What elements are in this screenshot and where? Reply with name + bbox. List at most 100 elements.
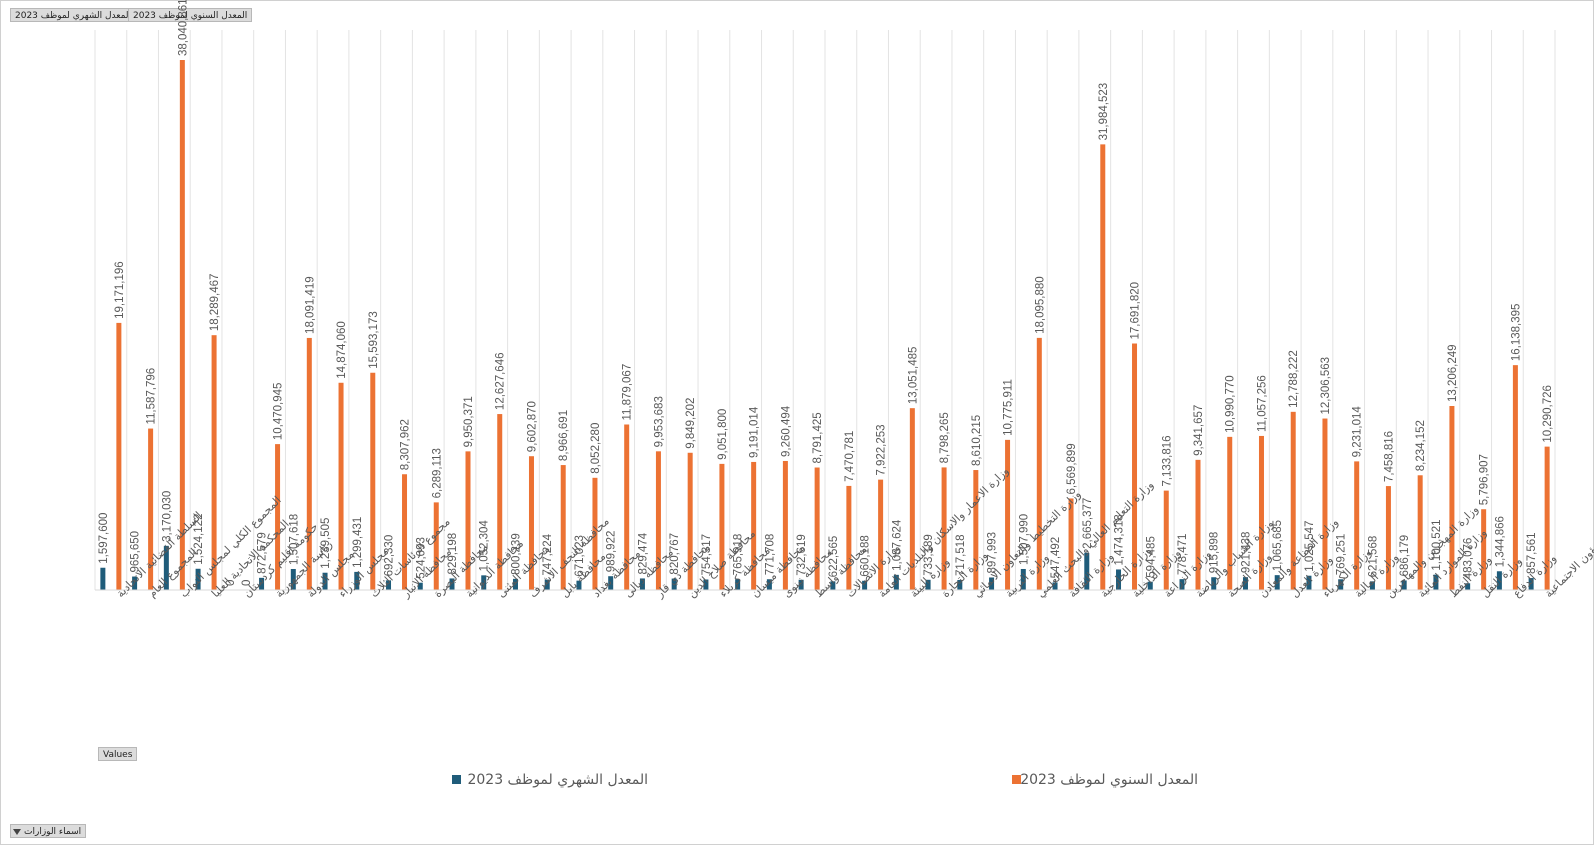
data-label-monthly: 800,239 <box>510 533 522 575</box>
bar-monthly <box>639 578 645 590</box>
data-label-annual: 9,950,371 <box>463 396 475 447</box>
data-label-annual: 18,289,467 <box>209 274 221 332</box>
legend-label-annual: المعدل السنوي لموظف 2023 <box>1020 772 1198 788</box>
data-label-monthly: 872,579 <box>257 532 269 574</box>
bar-monthly <box>100 567 106 590</box>
bar-annual <box>1068 498 1074 590</box>
bar-monthly <box>1528 578 1534 590</box>
data-label-monthly: 1,344,866 <box>1494 516 1506 567</box>
data-label-monthly: 754,317 <box>701 534 713 576</box>
data-label-annual: 6,569,899 <box>1066 443 1078 494</box>
bar-monthly <box>386 580 392 590</box>
bar-annual <box>1132 343 1138 590</box>
bar-annual <box>1290 411 1296 590</box>
data-label-annual: 13,206,249 <box>1447 344 1459 402</box>
field-button-annual[interactable]: المعدل السنوي لموظف 2023 <box>128 8 253 22</box>
data-label-annual: 7,458,816 <box>1383 431 1395 482</box>
data-label-annual: 12,627,646 <box>495 353 507 411</box>
data-label-annual: 11,057,256 <box>1256 375 1268 432</box>
bar-monthly <box>989 577 995 590</box>
bar-annual <box>1036 337 1042 590</box>
bar-annual <box>1227 436 1233 590</box>
data-label-annual: 9,231,014 <box>1352 406 1364 458</box>
bar-annual <box>211 335 217 590</box>
bar-monthly <box>576 580 582 590</box>
data-label-monthly: 765,918 <box>733 534 745 576</box>
bar-monthly <box>957 580 963 590</box>
data-label-annual: 9,341,657 <box>1193 405 1205 456</box>
bar-annual <box>275 444 281 590</box>
bar-annual <box>719 463 725 590</box>
data-label-monthly: 965,650 <box>130 531 142 573</box>
bar-annual <box>687 452 693 590</box>
data-label-annual: 9,051,800 <box>717 409 729 460</box>
bar-annual <box>751 461 757 590</box>
bar-monthly <box>798 579 804 590</box>
bar-annual <box>1481 509 1487 590</box>
data-label-monthly: 660,188 <box>860 535 872 577</box>
bar-annual <box>370 372 376 590</box>
bar-annual <box>497 414 503 590</box>
bar-monthly <box>1116 569 1122 590</box>
data-label-monthly: 989,922 <box>606 531 618 573</box>
bar-annual <box>306 337 312 590</box>
data-label-annual: 8,052,280 <box>590 423 602 474</box>
bar-monthly <box>1242 577 1248 590</box>
bar-monthly <box>735 579 741 590</box>
bar-monthly <box>1496 571 1502 590</box>
data-label-monthly: 1,025,547 <box>1304 521 1316 572</box>
data-label-monthly: 1,065,685 <box>1272 520 1284 571</box>
axis-field-button[interactable]: اسماء الوزارات <box>10 824 87 838</box>
bar-annual <box>1195 459 1201 590</box>
data-label-monthly: 897,993 <box>987 532 999 574</box>
data-label-annual: 9,849,202 <box>685 398 697 449</box>
bar-annual <box>338 382 344 590</box>
data-label-monthly: 829,474 <box>637 532 649 574</box>
data-label-annual: 19,171,196 <box>114 261 126 319</box>
data-label-annual: 9,260,494 <box>780 405 792 457</box>
bar-annual <box>560 465 566 590</box>
bar-monthly <box>481 575 487 590</box>
bar-monthly <box>703 579 709 590</box>
bar-annual <box>465 451 471 590</box>
data-label-monthly: 769,251 <box>1336 534 1348 576</box>
data-label-annual: 17,691,820 <box>1130 282 1142 340</box>
data-label-annual: 7,133,816 <box>1161 435 1173 486</box>
data-label-monthly: 3,170,030 <box>161 491 173 542</box>
data-label-monthly: 0 <box>225 580 237 586</box>
axis-field-label: اسماء الوزارات <box>24 827 82 837</box>
data-label-monthly: 857,561 <box>1526 532 1538 574</box>
data-label-monthly: 1,299,431 <box>352 517 364 568</box>
field-button-monthly[interactable]: المعدل الشهري لموظف 2023 <box>10 8 137 22</box>
bar-monthly <box>1179 579 1185 590</box>
data-label-monthly: 1,087,624 <box>891 519 903 571</box>
values-field-button[interactable]: Values <box>98 747 138 761</box>
data-label-annual: 6,289,113 <box>431 448 443 498</box>
bar-annual <box>941 467 947 590</box>
data-label-annual: 8,791,425 <box>812 412 824 463</box>
gridlines <box>94 30 1556 590</box>
data-label-annual: 18,095,880 <box>1034 276 1046 334</box>
bar-annual <box>179 60 185 590</box>
bar-monthly <box>512 578 518 590</box>
data-label-annual: 38,040,361 <box>177 0 189 56</box>
data-label-annual: 31,984,523 <box>1098 83 1110 141</box>
legend: المعدل الشهري لموظف 2023 المعدل السنوي ل… <box>452 772 1198 788</box>
filter-icon[interactable] <box>13 828 21 835</box>
data-label-monthly: 778,471 <box>1177 534 1189 576</box>
data-label-monthly: 732,619 <box>796 534 808 576</box>
bar-monthly <box>449 578 455 590</box>
bar-monthly <box>1306 575 1312 590</box>
bar-annual <box>624 424 630 590</box>
bar-annual <box>592 477 598 590</box>
data-label-annual: 8,966,691 <box>558 410 570 461</box>
category-label: وزارة العمل والشؤون الاجتماعية <box>1542 487 1594 600</box>
data-label-monthly: 921,438 <box>1240 532 1252 574</box>
bar-monthly <box>322 572 328 590</box>
data-label-annual: 14,874,060 <box>336 321 348 379</box>
bars <box>100 60 1550 590</box>
bar-annual <box>528 456 534 590</box>
bar-annual <box>148 428 154 590</box>
data-label-monthly: 671,023 <box>574 535 586 577</box>
